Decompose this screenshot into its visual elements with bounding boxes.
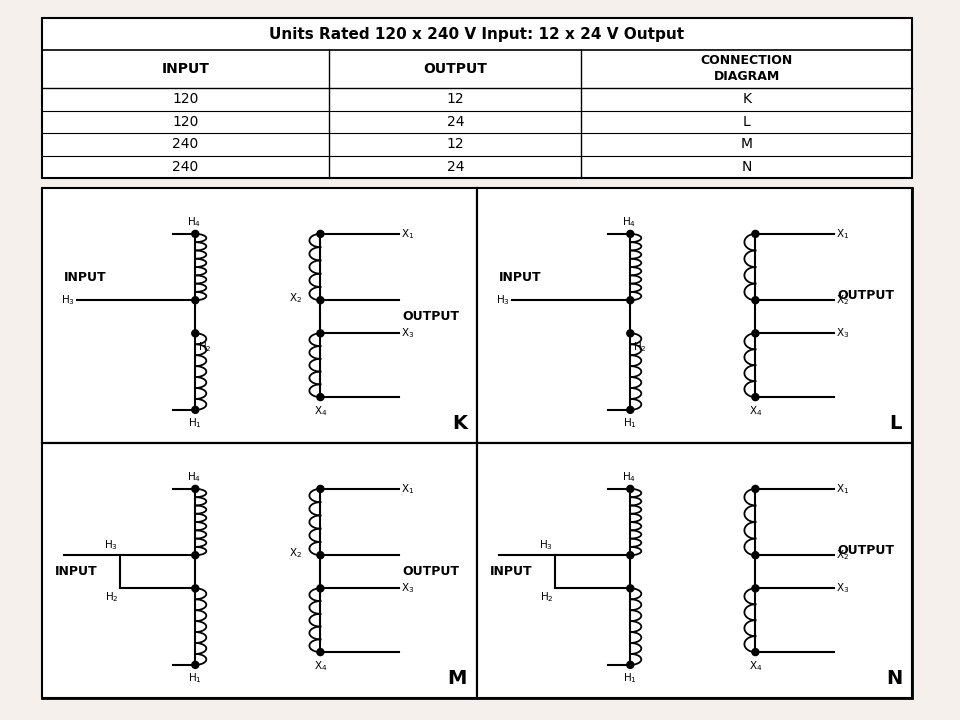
Circle shape xyxy=(752,552,759,559)
Circle shape xyxy=(192,330,199,337)
Circle shape xyxy=(317,552,324,559)
Circle shape xyxy=(317,485,324,492)
Circle shape xyxy=(317,297,324,304)
Text: H$_3$: H$_3$ xyxy=(105,539,118,552)
Circle shape xyxy=(627,297,634,304)
Text: X$_4$: X$_4$ xyxy=(749,404,762,418)
Circle shape xyxy=(627,330,634,337)
Text: X$_4$: X$_4$ xyxy=(314,404,327,418)
Text: H$_1$: H$_1$ xyxy=(623,416,637,430)
Circle shape xyxy=(627,585,634,592)
Text: Units Rated 120 x 240 V Input: 12 x 24 V Output: Units Rated 120 x 240 V Input: 12 x 24 V… xyxy=(270,27,684,42)
Circle shape xyxy=(317,585,324,592)
Text: OUTPUT: OUTPUT xyxy=(423,62,487,76)
Bar xyxy=(42,188,912,698)
Text: X$_2$: X$_2$ xyxy=(836,549,849,562)
Circle shape xyxy=(192,552,199,559)
Text: H$_2$: H$_2$ xyxy=(634,341,647,354)
Text: K: K xyxy=(742,92,752,107)
Text: H$_3$: H$_3$ xyxy=(540,539,553,552)
Text: X$_3$: X$_3$ xyxy=(400,326,414,341)
Circle shape xyxy=(752,230,759,238)
Circle shape xyxy=(317,230,324,238)
Text: CONNECTION
DIAGRAM: CONNECTION DIAGRAM xyxy=(701,55,793,84)
Circle shape xyxy=(192,230,199,238)
Text: INPUT: INPUT xyxy=(55,565,98,578)
Text: INPUT: INPUT xyxy=(490,565,533,578)
Bar xyxy=(42,443,477,698)
Text: OUTPUT: OUTPUT xyxy=(402,565,460,578)
Text: M: M xyxy=(447,669,467,688)
Text: X$_4$: X$_4$ xyxy=(749,659,762,673)
Circle shape xyxy=(192,406,199,413)
Text: H$_2$: H$_2$ xyxy=(540,590,553,604)
Text: H$_1$: H$_1$ xyxy=(188,416,203,430)
Text: L: L xyxy=(743,114,751,129)
Text: INPUT: INPUT xyxy=(161,62,209,76)
Text: N: N xyxy=(741,160,752,174)
Text: H$_4$: H$_4$ xyxy=(187,470,202,484)
Circle shape xyxy=(192,662,199,668)
Circle shape xyxy=(627,230,634,238)
Circle shape xyxy=(627,662,634,668)
Text: M: M xyxy=(741,138,753,151)
Text: L: L xyxy=(890,414,902,433)
Text: INPUT: INPUT xyxy=(63,271,107,284)
Text: INPUT: INPUT xyxy=(499,271,541,284)
Text: X$_3$: X$_3$ xyxy=(836,582,849,595)
Circle shape xyxy=(317,330,324,337)
Bar xyxy=(477,443,912,698)
Bar xyxy=(42,188,477,443)
Circle shape xyxy=(627,406,634,413)
Bar xyxy=(477,188,912,443)
Text: X$_3$: X$_3$ xyxy=(836,326,849,341)
Text: X$_1$: X$_1$ xyxy=(400,482,414,496)
Text: H$_2$: H$_2$ xyxy=(199,341,212,354)
Text: N: N xyxy=(886,669,902,688)
Circle shape xyxy=(192,297,199,304)
Text: OUTPUT: OUTPUT xyxy=(838,544,895,557)
Circle shape xyxy=(752,649,759,656)
Circle shape xyxy=(627,485,634,492)
Text: H$_4$: H$_4$ xyxy=(622,215,636,229)
Circle shape xyxy=(317,394,324,400)
Text: H$_4$: H$_4$ xyxy=(622,470,636,484)
Text: OUTPUT: OUTPUT xyxy=(838,289,895,302)
Text: 12: 12 xyxy=(446,92,464,107)
Circle shape xyxy=(317,649,324,656)
Text: X$_3$: X$_3$ xyxy=(400,582,414,595)
Text: H$_1$: H$_1$ xyxy=(623,671,637,685)
Text: H$_3$: H$_3$ xyxy=(60,293,75,307)
Text: X$_1$: X$_1$ xyxy=(836,227,849,240)
Text: H$_2$: H$_2$ xyxy=(105,590,118,604)
Circle shape xyxy=(752,330,759,337)
Circle shape xyxy=(192,485,199,492)
Text: 240: 240 xyxy=(173,138,199,151)
Text: 12: 12 xyxy=(446,138,464,151)
Circle shape xyxy=(752,585,759,592)
Bar xyxy=(42,18,912,178)
Text: H$_1$: H$_1$ xyxy=(188,671,203,685)
Circle shape xyxy=(752,485,759,492)
Circle shape xyxy=(752,297,759,304)
Text: 24: 24 xyxy=(446,114,464,129)
Text: X$_2$: X$_2$ xyxy=(289,292,302,305)
Text: H$_4$: H$_4$ xyxy=(187,215,202,229)
Text: 240: 240 xyxy=(173,160,199,174)
Text: H$_3$: H$_3$ xyxy=(495,293,510,307)
Text: X$_2$: X$_2$ xyxy=(289,546,302,560)
Circle shape xyxy=(752,394,759,400)
Circle shape xyxy=(192,585,199,592)
Text: 120: 120 xyxy=(173,114,199,129)
Text: X$_4$: X$_4$ xyxy=(314,659,327,673)
Text: 120: 120 xyxy=(173,92,199,107)
Circle shape xyxy=(627,552,634,559)
Text: OUTPUT: OUTPUT xyxy=(402,310,460,323)
Text: X$_1$: X$_1$ xyxy=(400,227,414,240)
Text: K: K xyxy=(452,414,467,433)
Text: X$_2$: X$_2$ xyxy=(836,293,849,307)
Text: 24: 24 xyxy=(446,160,464,174)
Text: X$_1$: X$_1$ xyxy=(836,482,849,496)
